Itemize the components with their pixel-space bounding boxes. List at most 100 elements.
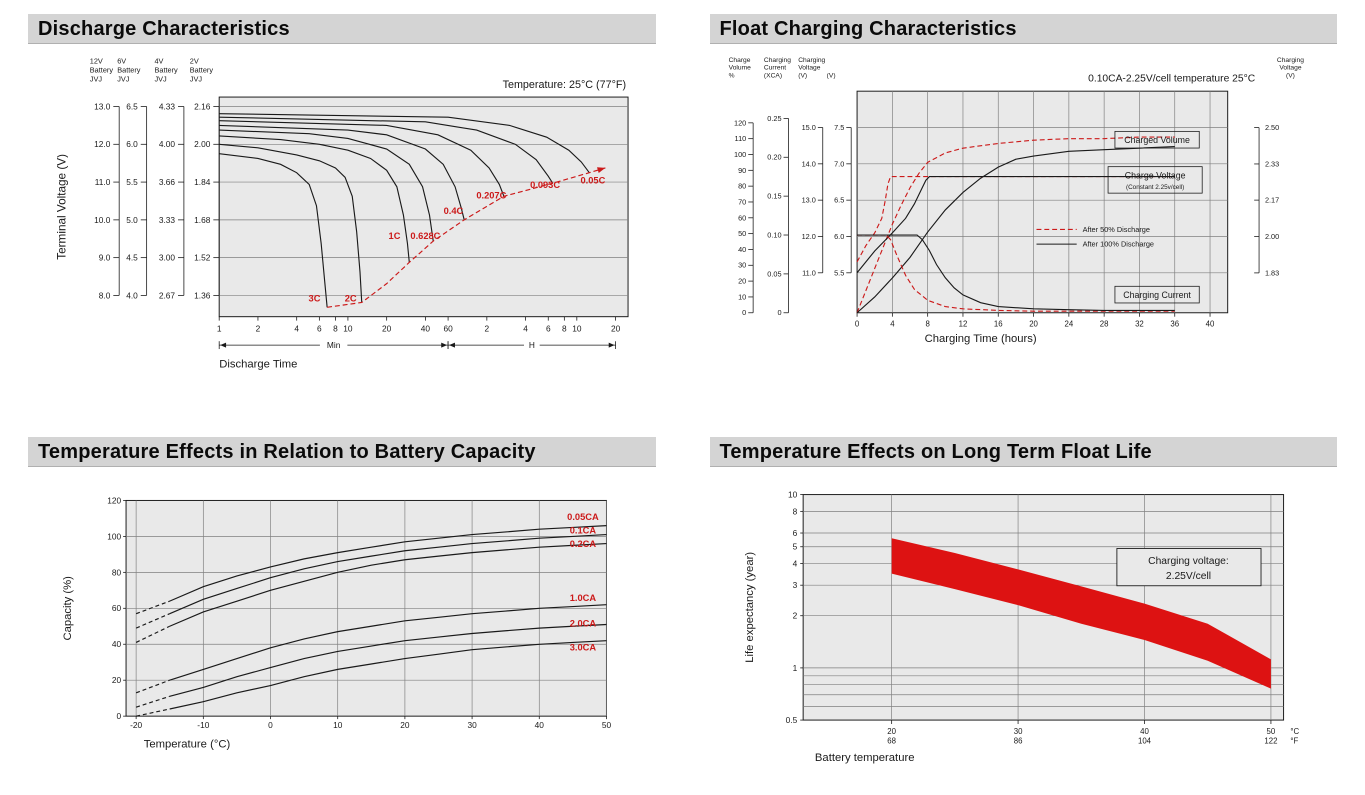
- tick-label: 120: [734, 118, 746, 127]
- y-axis-title: Life expectancy (year): [744, 552, 756, 663]
- tick-label: 4: [523, 323, 528, 333]
- tick-label: 24: [1064, 319, 1073, 328]
- panel-title-discharge: Discharge Characteristics: [28, 14, 656, 44]
- axis-header: 2V: [190, 57, 199, 66]
- tick-label: -20: [130, 720, 142, 730]
- axis-header: Charging: [763, 57, 790, 64]
- axis-header: Charging: [798, 57, 825, 64]
- x-axis-unit: Min: [327, 340, 341, 350]
- rate-label: 0.628C: [410, 231, 440, 241]
- tick-label: 0: [117, 712, 122, 722]
- tick-label: 120: [107, 496, 121, 506]
- tick-label: 6: [546, 323, 551, 333]
- legend-label: After 50% Discharge: [1082, 225, 1149, 234]
- axis-header: JVJ: [154, 74, 167, 83]
- discharge-curve-1C: [219, 135, 410, 263]
- curve-label: Charging Current: [1123, 290, 1191, 300]
- axis-header: Battery: [90, 66, 114, 75]
- tick-label: 5.5: [834, 268, 844, 277]
- tick-label: 12.0: [801, 232, 815, 241]
- rate-label: 2.0CA: [570, 619, 597, 629]
- rate-label: 3C: [309, 293, 321, 303]
- curve-label-box: [1107, 166, 1203, 194]
- capacity-curve-dashed-0.05CA: [135, 601, 170, 615]
- tick-label: 8: [925, 319, 930, 328]
- x-axis-unit: H: [529, 340, 535, 350]
- capacity-curve-dashed-3.0CA: [136, 708, 170, 718]
- tick-label: 8: [562, 323, 567, 333]
- tick-label: 15.0: [801, 123, 815, 132]
- plot-area: [218, 96, 629, 318]
- tick-label: 60: [738, 213, 746, 222]
- tick-label: 36: [1170, 319, 1179, 328]
- arrow-right-icon: [608, 342, 615, 348]
- tick-label: 20: [112, 676, 122, 686]
- capacity-curve-dashed-2.0CA: [135, 696, 170, 709]
- tick-label: 30: [467, 720, 477, 730]
- tick-label: 6.0: [834, 232, 844, 241]
- tick-label-celsius: 40: [1140, 727, 1149, 736]
- panel-temperature-capacity: Temperature Effects in Relation to Batte…: [28, 437, 656, 773]
- tick-label: 12.0: [94, 139, 111, 149]
- tick-label: 8: [792, 507, 797, 517]
- tick-label: 90: [738, 166, 746, 175]
- unit-label-bg: [523, 339, 540, 352]
- axis-header: (V): [826, 72, 835, 79]
- tick-label: 13.0: [801, 196, 815, 205]
- tick-label: 4: [792, 559, 797, 569]
- tick-label: 70: [738, 197, 746, 206]
- tick-label: 10: [788, 490, 798, 500]
- tick-label: 7.5: [834, 123, 844, 132]
- tick-label: 8.0: [99, 290, 111, 300]
- x-axis-title: Charging Time (hours): [924, 333, 1036, 345]
- panel-float-charging: Float Charging Characteristics Charge Vol…: [709, 14, 1337, 379]
- panel-float-life: Temperature Effects on Long Term Float L…: [709, 437, 1337, 773]
- tick-label: 4.5: [126, 253, 138, 263]
- celsius-unit-label: °C: [1290, 727, 1299, 736]
- axis-header: Charge: [728, 57, 750, 64]
- tick-label: 0.10: [767, 230, 781, 239]
- tick-label: 1.83: [1264, 268, 1278, 277]
- tick-label: 5.5: [126, 177, 138, 187]
- float-charging-chart: ChargeVolume%010203040506070809010011012…: [728, 57, 1304, 345]
- tick-label: 1.36: [194, 290, 211, 300]
- tick-label: 32: [1135, 319, 1144, 328]
- discharge-plot: 12VBatteryJVJ13.012.011.010.09.08.06VBat…: [55, 57, 629, 371]
- axis-header: Battery: [154, 66, 178, 75]
- curve-label: Charge Voltage: [1124, 170, 1185, 180]
- float-life-chart: 206830864010450122°C°F1086543210.5Chargi…: [744, 490, 1299, 765]
- rate-label: 0.05CA: [567, 513, 599, 523]
- tick-label: 2.50: [1264, 123, 1278, 132]
- rate-label: 0.1CA: [570, 526, 597, 536]
- axis-header: Voltage: [798, 65, 821, 72]
- discharge-characteristics-chart: 12VBatteryJVJ13.012.011.010.09.08.06VBat…: [55, 57, 629, 371]
- tick-label: 20: [400, 720, 410, 730]
- tick-label: 20: [738, 277, 746, 286]
- curve-label: (Constant 2.25v/cell): [1125, 184, 1183, 191]
- tick-label-fahrenheit: 104: [1137, 737, 1151, 746]
- battery-datasheet-page: Discharge Characteristics 12V Battery JVJ 1…: [28, 14, 1337, 773]
- panel-title-temperature-capacity: Temperature Effects in Relation to Batte…: [28, 437, 656, 468]
- tick-label: 20: [611, 323, 621, 333]
- axis-header: 4V: [154, 57, 163, 66]
- tick-label: 20: [382, 323, 392, 333]
- tick-label: 6.5: [126, 101, 138, 111]
- charge-voltage-after-100: [856, 176, 1175, 274]
- axis-header: Battery: [190, 66, 214, 75]
- tick-label: 10: [343, 323, 353, 333]
- float-life-plot: 206830864010450122°C°F1086543210.5Chargi…: [744, 490, 1299, 765]
- tick-label: 4.33: [159, 101, 176, 111]
- tick-label: 80: [112, 568, 122, 578]
- x-axis-title: Discharge Time: [219, 359, 297, 371]
- life-expectancy-band: [891, 538, 1271, 690]
- temperature-note: Temperature: 25°C (77°F): [503, 79, 627, 91]
- tick-label-celsius: 50: [1266, 727, 1275, 736]
- tick-label: 4: [294, 323, 299, 333]
- capacity-curve-0.2CA: [169, 543, 607, 628]
- tick-label: 1.52: [194, 253, 211, 263]
- tick-label: 80: [738, 182, 746, 191]
- tick-label: 60: [443, 323, 453, 333]
- tick-label: 6.5: [834, 196, 844, 205]
- axis-header: JVJ: [117, 74, 130, 83]
- axis-header: 6V: [117, 57, 126, 66]
